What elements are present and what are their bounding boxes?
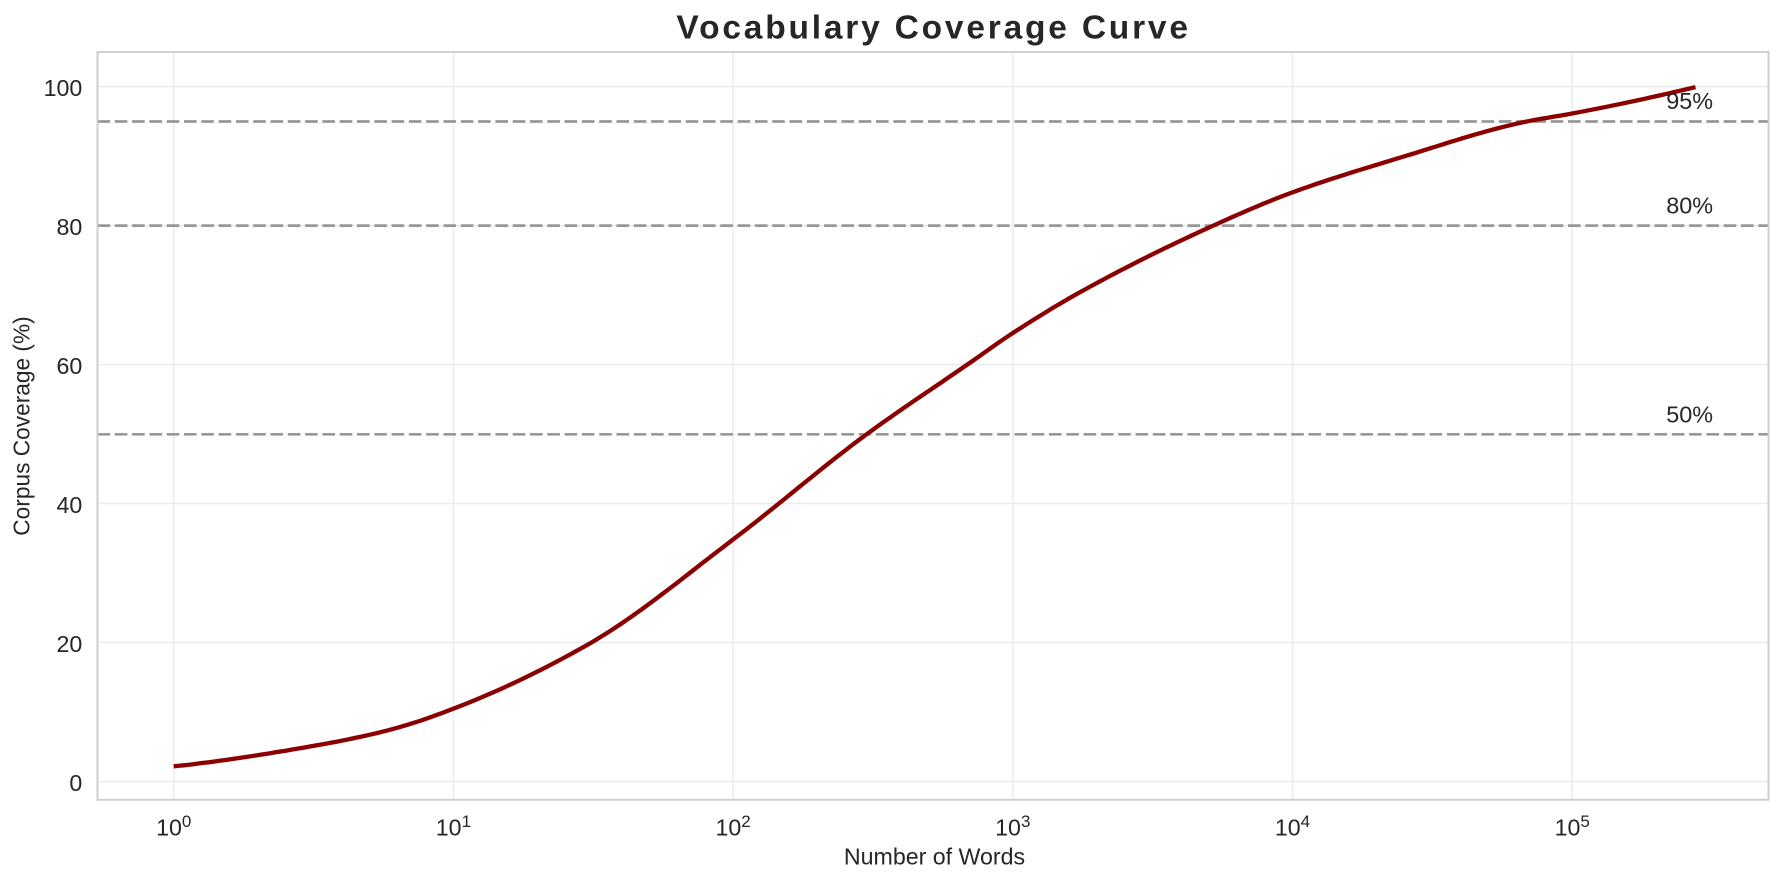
svg-text:Corpus Coverage (%): Corpus Coverage (%) [9, 316, 35, 535]
svg-text:60: 60 [57, 353, 83, 379]
svg-text:95%: 95% [1666, 88, 1713, 114]
svg-text:20: 20 [57, 631, 83, 657]
svg-text:0: 0 [69, 770, 82, 796]
svg-text:40: 40 [57, 492, 83, 518]
svg-text:80: 80 [57, 214, 83, 240]
svg-text:50%: 50% [1666, 402, 1713, 428]
svg-text:Number of Words: Number of Words [844, 843, 1025, 869]
svg-text:80%: 80% [1666, 192, 1713, 218]
svg-text:100: 100 [44, 75, 83, 101]
svg-text:102: 102 [715, 812, 750, 840]
svg-text:Vocabulary Coverage Curve: Vocabulary Coverage Curve [676, 10, 1190, 47]
